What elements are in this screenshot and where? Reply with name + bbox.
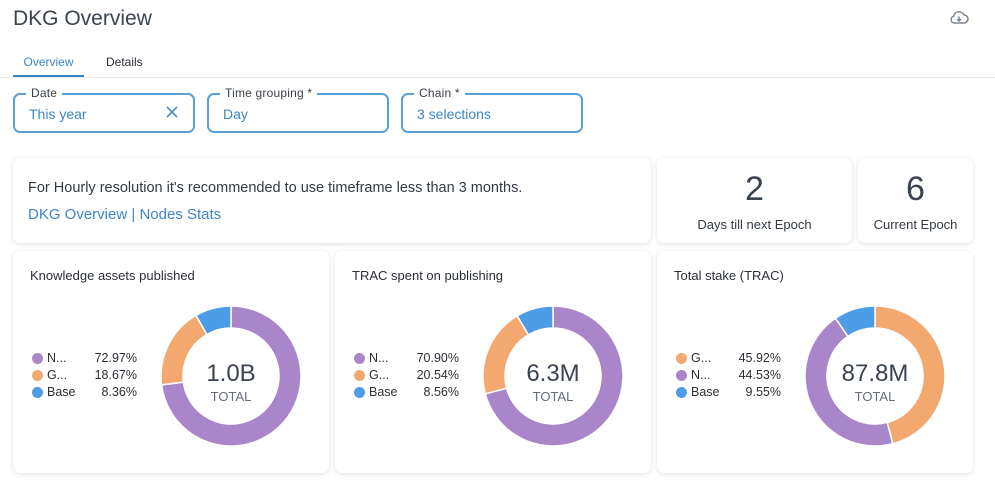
chart-legend: N... 72.97% G... 18.67% Base 8.36% [30,351,140,402]
legend-value: 8.36% [101,385,137,399]
donut-slice[interactable] [805,317,894,446]
chart-title: Knowledge assets published [30,268,195,283]
legend-swatch [354,353,365,364]
legend-name: Base [369,385,398,399]
legend-swatch [32,353,43,364]
legend-swatch [354,387,365,398]
legend-swatch [676,387,687,398]
legend-item[interactable]: Base 8.56% [352,385,462,402]
legend-value: 45.92% [738,351,781,365]
time-grouping-label: Time grouping * [220,86,318,100]
chart-title: TRAC spent on publishing [352,268,504,283]
donut-chart: 1.0B TOTAL [161,306,301,446]
legend-swatch [32,370,43,381]
tab-overview[interactable]: Overview [13,55,84,77]
chart-card-knowledge-assets: Knowledge assets published N... 72.97% G.… [13,251,329,473]
tab-bar: Overview Details [0,52,995,78]
legend-name: N... [47,351,67,365]
nodes-stats-link[interactable]: Nodes Stats [139,206,222,223]
chain-select[interactable]: Chain * 3 selections [401,86,583,133]
donut-total-value: 6.3M [526,360,579,387]
donut-chart: 6.3M TOTAL [483,306,623,446]
donut-chart: 87.8M TOTAL [805,306,945,446]
donut-slice[interactable] [483,314,530,395]
donut-slice[interactable] [874,306,945,445]
legend-item[interactable]: N... 70.90% [352,351,462,368]
kpi-label: Days till next Epoch [697,217,812,232]
legend-item[interactable]: G... 20.54% [352,368,462,385]
legend-swatch [32,387,43,398]
legend-item[interactable]: Base 9.55% [674,385,784,402]
donut-slice[interactable] [834,306,876,338]
notice-card: For Hourly resolution it's recommended t… [13,158,651,243]
donut-total-label: TOTAL [533,389,574,404]
chain-label: Chain * [414,86,465,100]
legend-item[interactable]: N... 72.97% [30,351,140,368]
legend-name: Base [47,385,76,399]
time-grouping-value: Day [223,106,248,122]
donut-slice[interactable] [194,306,232,336]
legend-swatch [676,353,687,364]
legend-value: 20.54% [416,368,459,382]
legend-item[interactable]: G... 18.67% [30,368,140,385]
kpi-card-current-epoch: 6 Current Epoch [858,158,973,243]
legend-name: N... [691,368,711,382]
legend-value: 8.56% [423,385,459,399]
cloud-download-icon[interactable] [949,10,969,26]
chart-title: Total stake (TRAC) [674,268,784,283]
chart-card-trac-spent: TRAC spent on publishing N... 70.90% G...… [335,251,651,473]
legend-value: 44.53% [738,368,781,382]
legend-value: 72.97% [94,351,137,365]
donut-total-value: 87.8M [842,360,909,387]
legend-value: 70.90% [416,351,459,365]
donut-total-label: TOTAL [855,389,896,404]
kpi-label: Current Epoch [873,217,958,232]
legend-name: N... [369,351,389,365]
dashboard-links: DKG Overview | Nodes Stats [28,206,221,223]
legend-value: 9.55% [745,385,781,399]
clear-icon[interactable] [165,105,179,119]
legend-item[interactable]: G... 45.92% [674,351,784,368]
kpi-value: 2 [745,170,764,208]
legend-name: G... [369,368,390,382]
date-filter-label: Date [26,86,63,100]
chain-value: 3 selections [417,106,491,122]
date-filter-value: This year [29,106,87,122]
dkg-overview-link[interactable]: DKG Overview [28,206,128,223]
donut-total-value: 1.0B [206,360,255,387]
notice-text: For Hourly resolution it's recommended t… [28,180,523,196]
date-filter[interactable]: Date This year [13,86,195,133]
chart-legend: N... 70.90% G... 20.54% Base 8.56% [352,351,462,402]
legend-value: 18.67% [94,368,137,382]
chart-legend: G... 45.92% N... 44.53% Base 9.55% [674,351,784,402]
link-separator: | [131,206,136,223]
tab-details[interactable]: Details [106,55,143,69]
legend-item[interactable]: Base 8.36% [30,385,140,402]
kpi-value: 6 [906,170,925,208]
legend-swatch [354,370,365,381]
donut-slice[interactable] [161,314,208,386]
time-grouping-select[interactable]: Time grouping * Day [207,86,389,133]
chart-card-total-stake: Total stake (TRAC) G... 45.92% N... 44.53%… [657,251,973,473]
legend-name: Base [691,385,720,399]
legend-name: G... [47,368,68,382]
donut-slice[interactable] [484,306,623,446]
kpi-card-next-epoch: 2 Days till next Epoch [657,158,852,243]
legend-item[interactable]: N... 44.53% [674,368,784,385]
donut-total-label: TOTAL [211,389,252,404]
legend-swatch [676,370,687,381]
page-title: DKG Overview [13,7,152,30]
legend-name: G... [691,351,712,365]
donut-slice[interactable] [161,306,301,446]
donut-slice[interactable] [516,306,554,336]
